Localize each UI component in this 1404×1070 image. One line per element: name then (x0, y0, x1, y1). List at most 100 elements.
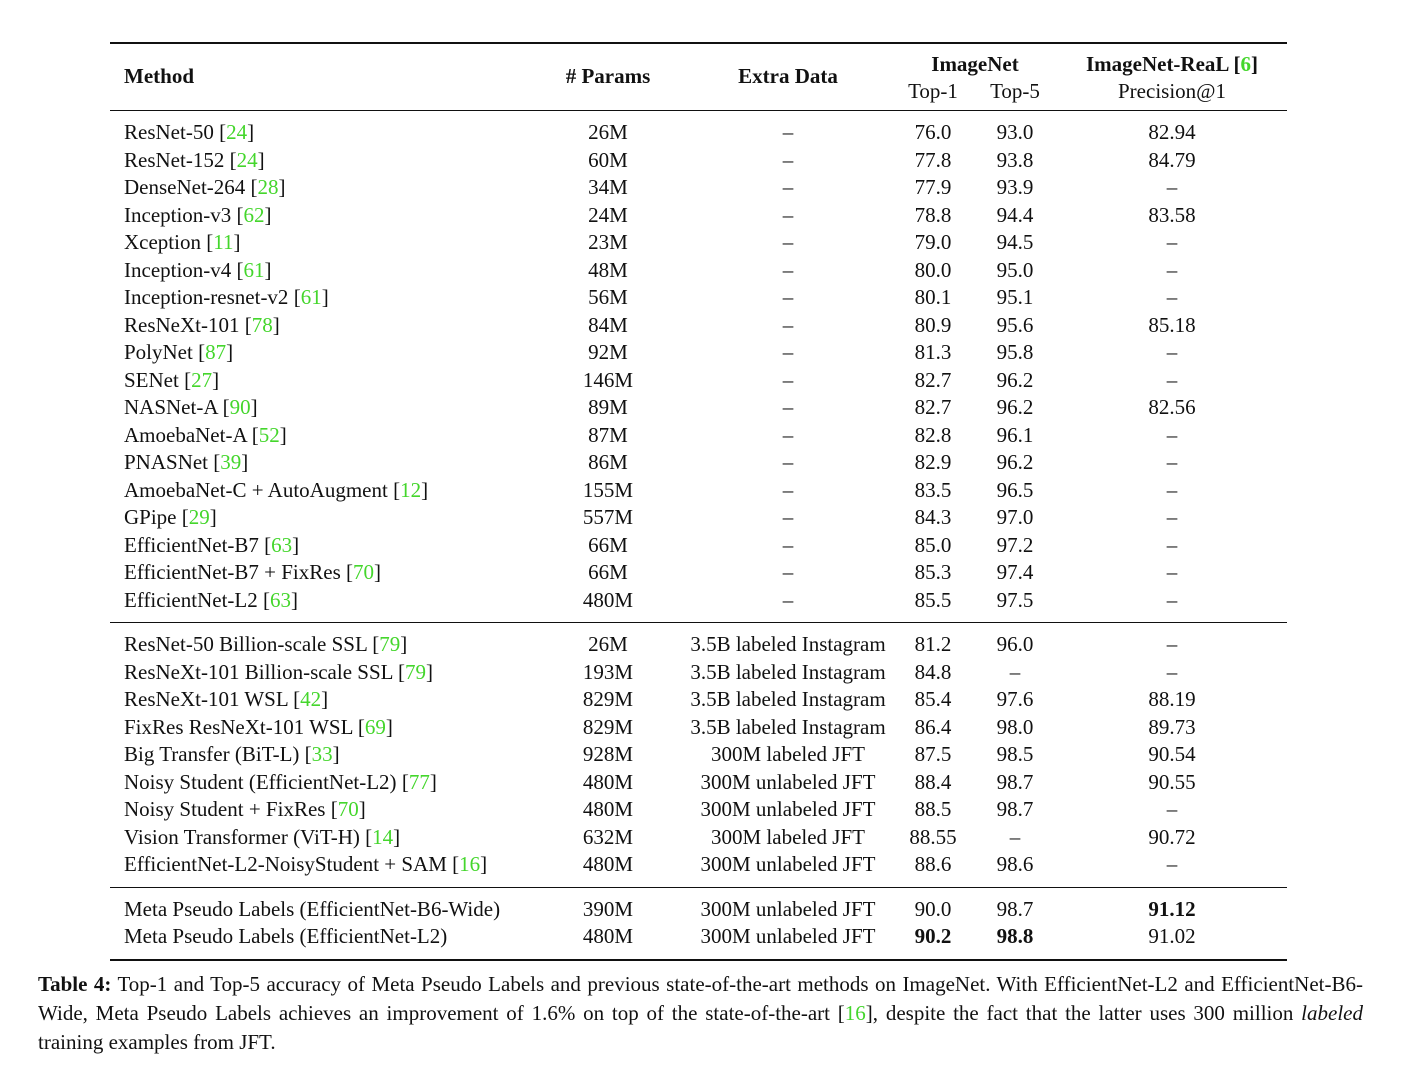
citation[interactable]: 27 (191, 367, 213, 392)
cell-precision-value: 91.12 (1148, 896, 1196, 921)
citation[interactable]: 16 (844, 1001, 866, 1025)
cell-extra-data-value: – (782, 120, 794, 144)
cell-method-value: EfficientNet-L2-NoisyStudent + SAM (124, 852, 447, 876)
citation[interactable]: 87 (205, 340, 227, 364)
cell-extra-data: – (683, 312, 893, 340)
cell-method-value: FixRes ResNeXt-101 WSL (124, 714, 353, 739)
citation[interactable]: 24 (236, 147, 258, 172)
cell-top5-value: 96.2 (996, 395, 1034, 419)
cell-method: Meta Pseudo Labels (EfficientNet-B6-Wide… (110, 887, 533, 923)
cell-extra-data-value: – (782, 257, 794, 282)
header-real-label: ImageNet-ReaL (1085, 51, 1229, 76)
cell-params-value: 480M (582, 852, 634, 876)
cell-extra-data-value: 300M unlabeled JFT (700, 896, 876, 921)
citation[interactable]: 39 (220, 450, 242, 474)
cell-method: AmoebaNet-A [52] (124, 422, 287, 447)
citation[interactable]: 63 (269, 587, 291, 612)
cell-method: Big Transfer (BiT-L) [33] (124, 742, 340, 766)
citation[interactable]: 11 (213, 230, 234, 254)
cell-top1: 81.3 (893, 339, 973, 367)
table-caption: Table 4: Top-1 and Top-5 accuracy of Met… (38, 970, 1363, 1057)
citation[interactable]: 42 (300, 687, 322, 711)
cell-extra-data-value: – (782, 175, 794, 199)
cell-top5: – (973, 659, 1057, 687)
citation[interactable]: 79 (379, 632, 401, 656)
citation[interactable]: 61 (300, 285, 322, 309)
citation[interactable]: 70 (353, 560, 375, 584)
cell-method-value: ResNet-50 (124, 120, 214, 144)
citation[interactable]: 77 (408, 769, 430, 794)
cell-params-value: 34M (588, 175, 628, 199)
cell-top1-value: 88.4 (914, 769, 952, 794)
citation[interactable]: 69 (364, 714, 386, 739)
cell-top5: 98.5 (973, 741, 1057, 769)
cell-params-value: 84M (588, 312, 628, 337)
cell-top1: 88.6 (893, 851, 973, 887)
cell-params-value: 480M (582, 769, 634, 794)
cell-extra-data: – (683, 229, 893, 257)
caption-text: Top-1 and Top-5 accuracy of Meta Pseudo … (38, 972, 1363, 1025)
cell-params: 84M (533, 312, 683, 340)
cell-extra-data: – (683, 367, 893, 395)
table-row: PNASNet [39] 86M – 82.9 96.2 – (110, 449, 1287, 477)
citation[interactable]: 90 (229, 395, 251, 419)
table-row: DenseNet-264 [28] 34M – 77.9 93.9 – (110, 174, 1287, 202)
table-row: Xception [11] 23M – 79.0 94.5 – (110, 229, 1287, 257)
cell-top5-value: – (1009, 659, 1021, 684)
cell-method-value: AmoebaNet-C + AutoAugment (124, 477, 388, 502)
cell-top5: 97.4 (973, 559, 1057, 587)
citation[interactable]: 61 (243, 257, 265, 282)
citation[interactable]: 52 (258, 422, 280, 447)
cell-extra-data-value: – (782, 395, 794, 419)
cell-extra-data: – (683, 532, 893, 560)
cell-top5-value: 96.0 (996, 632, 1034, 656)
cell-top1-value: 90.0 (914, 896, 952, 921)
cell-top5: 97.0 (973, 504, 1057, 532)
citation[interactable]: 33 (311, 742, 333, 766)
cell-extra-data-value: 300M unlabeled JFT (700, 769, 876, 794)
citation[interactable]: 63 (271, 532, 293, 557)
cell-params: 89M (533, 394, 683, 422)
cell-params: 48M (533, 257, 683, 285)
table-row: EfficientNet-B7 + FixRes [70] 66M – 85.3 97.… (110, 559, 1287, 587)
results-table: Method # Params Extra Data ImageNet Imag… (110, 42, 1287, 961)
cell-extra-data-value: – (782, 477, 794, 502)
citation[interactable]: 62 (243, 202, 265, 227)
cell-top1: 83.5 (893, 477, 973, 505)
citation[interactable]: 16 (459, 852, 481, 876)
cell-params: 829M (533, 686, 683, 714)
citation[interactable]: 70 (337, 797, 359, 821)
cell-params-value: 829M (582, 687, 634, 711)
cell-extra-data: 300M unlabeled JFT (683, 851, 893, 887)
cell-method-value: EfficientNet-B7 + FixRes (124, 560, 341, 584)
cell-precision: – (1057, 449, 1287, 477)
cell-top1: 79.0 (893, 229, 973, 257)
cell-precision-value: – (1166, 587, 1178, 612)
cell-top1-value: 82.7 (914, 367, 952, 392)
citation[interactable]: 24 (226, 120, 248, 144)
cell-extra-data: 3.5B labeled Instagram (683, 659, 893, 687)
cell-top5: 97.6 (973, 686, 1057, 714)
cell-top1: 81.2 (893, 623, 973, 659)
header-params: # Params (565, 64, 651, 89)
citation[interactable]: 29 (188, 505, 210, 529)
cell-top1-value: 82.7 (914, 395, 952, 419)
cell-method: ResNet-50 [24] (124, 120, 255, 144)
header-imagenet: ImageNet (931, 51, 1019, 76)
citation[interactable]: 28 (257, 175, 279, 199)
citation[interactable]: 6 (1240, 51, 1252, 76)
cell-top1: 85.4 (893, 686, 973, 714)
cell-method: ResNet-50 Billion-scale SSL [79] (124, 632, 408, 656)
citation[interactable]: 78 (251, 312, 273, 337)
cell-precision: – (1057, 659, 1287, 687)
cell-method-value: Xception (124, 230, 201, 254)
cell-top5-value: 96.5 (996, 477, 1034, 502)
caption-label: Table 4: (38, 972, 112, 996)
cell-precision: 90.55 (1057, 769, 1287, 797)
cell-top5: 98.6 (973, 851, 1057, 887)
citation[interactable]: 12 (400, 477, 422, 502)
citation[interactable]: 79 (404, 659, 426, 684)
cell-precision-value: 90.55 (1148, 769, 1196, 794)
cell-top1: 85.3 (893, 559, 973, 587)
citation[interactable]: 14 (372, 824, 394, 849)
